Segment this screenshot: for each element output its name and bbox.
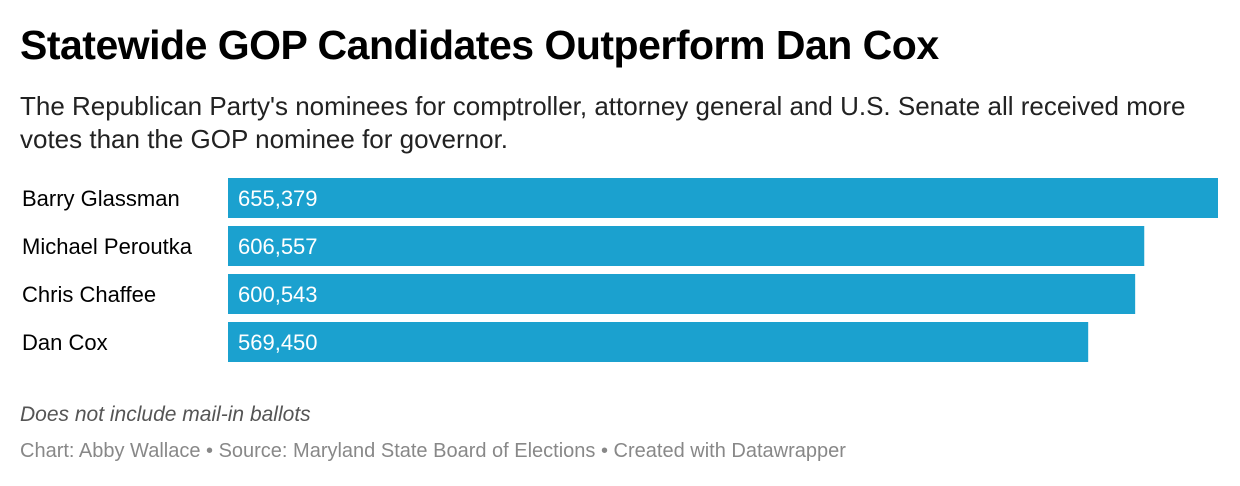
category-label: Michael Peroutka <box>22 234 193 259</box>
bar-chart: Barry Glassman 655,379 Michael Peroutka 606… <box>0 170 1240 370</box>
bar-chart-svg: Barry Glassman 655,379 Michael Peroutka 606… <box>22 178 1218 362</box>
bar <box>228 274 1136 314</box>
chart-notes: Does not include mail-in ballots <box>20 403 311 426</box>
category-label: Barry Glassman <box>22 186 180 211</box>
category-label: Chris Chaffee <box>22 282 156 307</box>
category-label: Dan Cox <box>22 330 108 355</box>
chart-title: Statewide GOP Candidates Outperform Dan … <box>20 22 939 68</box>
chart-credit: Chart: Abby Wallace • Source: Maryland S… <box>20 440 846 462</box>
bar-value-label: 600,543 <box>238 282 318 307</box>
chart-subtitle: The Republican Party's nominees for comp… <box>20 91 1186 154</box>
bar-value-label: 655,379 <box>238 186 318 211</box>
bar-row: Chris Chaffee 600,543 <box>22 274 1136 314</box>
bar-value-label: 569,450 <box>238 330 318 355</box>
bar-value-label: 606,557 <box>238 234 318 259</box>
bar-row: Barry Glassman 655,379 <box>22 178 1218 218</box>
bar-row: Michael Peroutka 606,557 <box>22 226 1145 266</box>
bar <box>228 178 1218 218</box>
bar-row: Dan Cox 569,450 <box>22 322 1089 362</box>
bar <box>228 226 1145 266</box>
bar <box>228 322 1089 362</box>
